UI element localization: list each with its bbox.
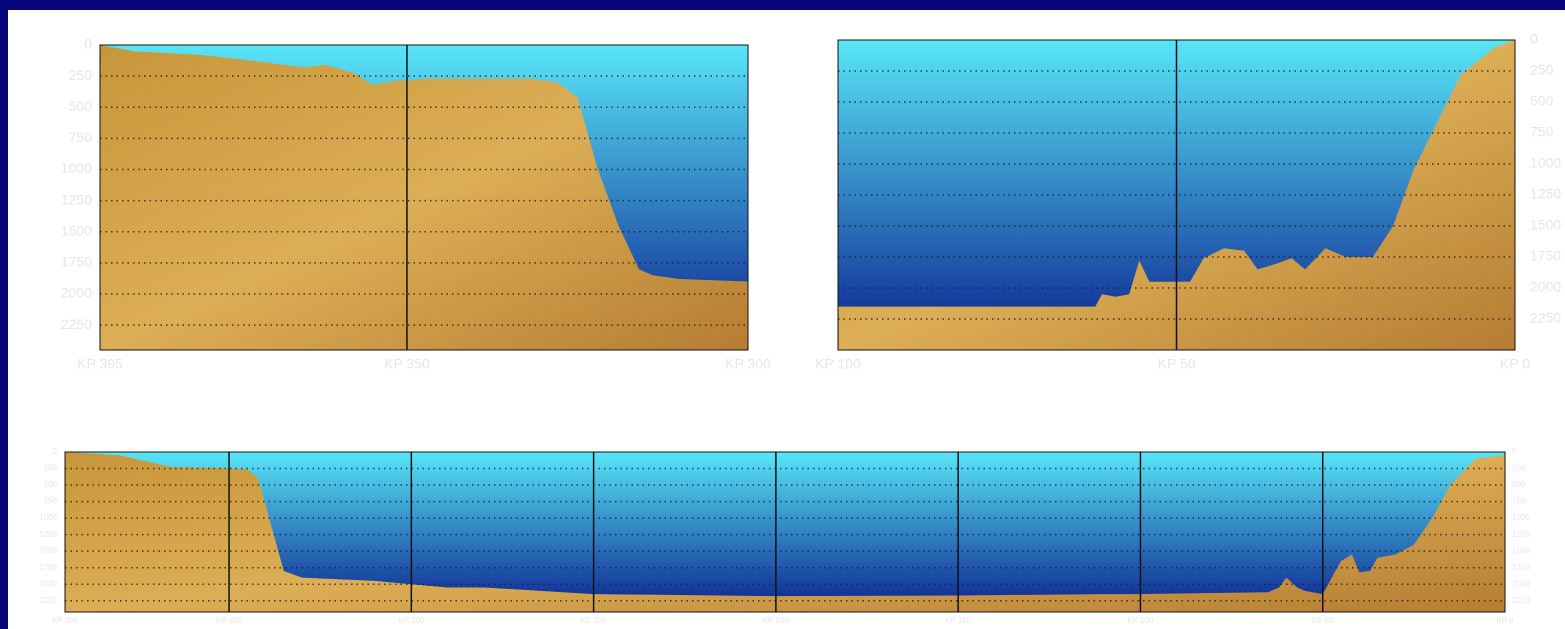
y-tick-label: 1250 xyxy=(39,530,57,539)
y-tick-label: 250 xyxy=(1530,62,1554,78)
y-tick-label: 500 xyxy=(1530,93,1554,109)
y-tick-label: 1750 xyxy=(1512,563,1530,572)
y-tick-label: 1750 xyxy=(61,254,92,270)
y-tick-label: 0 xyxy=(1512,447,1517,456)
y-tick-label: 2000 xyxy=(39,579,57,588)
y-tick-label: 1250 xyxy=(61,191,92,207)
y-tick-label: 250 xyxy=(69,67,93,83)
x-tick-label: KP 200 xyxy=(763,616,790,625)
y-tick-label: 1250 xyxy=(1512,530,1530,539)
plot-frame xyxy=(837,39,1516,351)
y-tick-label: 1000 xyxy=(39,513,57,522)
x-tick-label: KP 100 xyxy=(815,356,861,372)
y-tick-label: 1750 xyxy=(39,563,57,572)
y-tick-label: 1500 xyxy=(61,222,92,238)
x-tick-label: KP 350 xyxy=(384,356,430,372)
y-tick-label: 500 xyxy=(1512,480,1526,489)
y-tick-label: 750 xyxy=(1530,124,1554,140)
y-tick-label: 750 xyxy=(1512,497,1526,506)
x-tick-label: KP 300 xyxy=(398,616,425,625)
x-tick-label: KP 100 xyxy=(1127,616,1154,625)
y-tick-label: 0 xyxy=(1530,31,1538,47)
y-tick-label: 2250 xyxy=(1530,310,1561,326)
x-tick-label: KP 0 xyxy=(1500,356,1530,372)
y-tick-label: 750 xyxy=(44,497,58,506)
y-tick-label: 1000 xyxy=(61,160,92,176)
y-tick-label: 1500 xyxy=(1512,546,1530,555)
x-tick-label: KP 250 xyxy=(581,616,608,625)
y-tick-label: 1750 xyxy=(1530,248,1561,264)
y-tick-label: 1250 xyxy=(1530,186,1561,202)
y-tick-label: 500 xyxy=(44,480,58,489)
y-tick-label: 0 xyxy=(84,36,92,52)
x-tick-label: KP 300 xyxy=(725,356,771,372)
x-tick-label: KP 50 xyxy=(1312,616,1334,625)
plot-frame xyxy=(64,451,1506,613)
y-tick-label: 1500 xyxy=(1530,217,1561,233)
y-tick-label: 750 xyxy=(69,129,93,145)
x-tick-label: KP 150 xyxy=(945,616,972,625)
y-tick-label: 250 xyxy=(44,464,58,473)
y-tick-label: 2250 xyxy=(39,596,57,605)
y-tick-label: 2000 xyxy=(1530,279,1561,295)
x-tick-label: KP 395 xyxy=(52,616,79,625)
y-tick-label: 2000 xyxy=(1512,579,1530,588)
y-tick-label: 0 xyxy=(53,447,58,456)
seabed-area xyxy=(838,40,1515,350)
y-tick-label: 2000 xyxy=(61,285,92,301)
y-tick-label: 500 xyxy=(69,98,93,114)
x-tick-label: KP 50 xyxy=(1158,356,1196,372)
y-tick-label: 2250 xyxy=(1512,596,1530,605)
x-tick-label: KP 0 xyxy=(1496,616,1514,625)
y-tick-label: 1500 xyxy=(39,546,57,555)
plot-frame xyxy=(99,44,749,351)
y-tick-label: 2250 xyxy=(61,316,92,332)
x-tick-label: KP 395 xyxy=(77,356,123,372)
y-tick-label: 1000 xyxy=(1512,513,1530,522)
x-tick-label: KP 350 xyxy=(216,616,243,625)
seabed-area xyxy=(100,45,748,350)
y-tick-label: 1000 xyxy=(1530,155,1561,171)
y-tick-label: 250 xyxy=(1512,464,1526,473)
